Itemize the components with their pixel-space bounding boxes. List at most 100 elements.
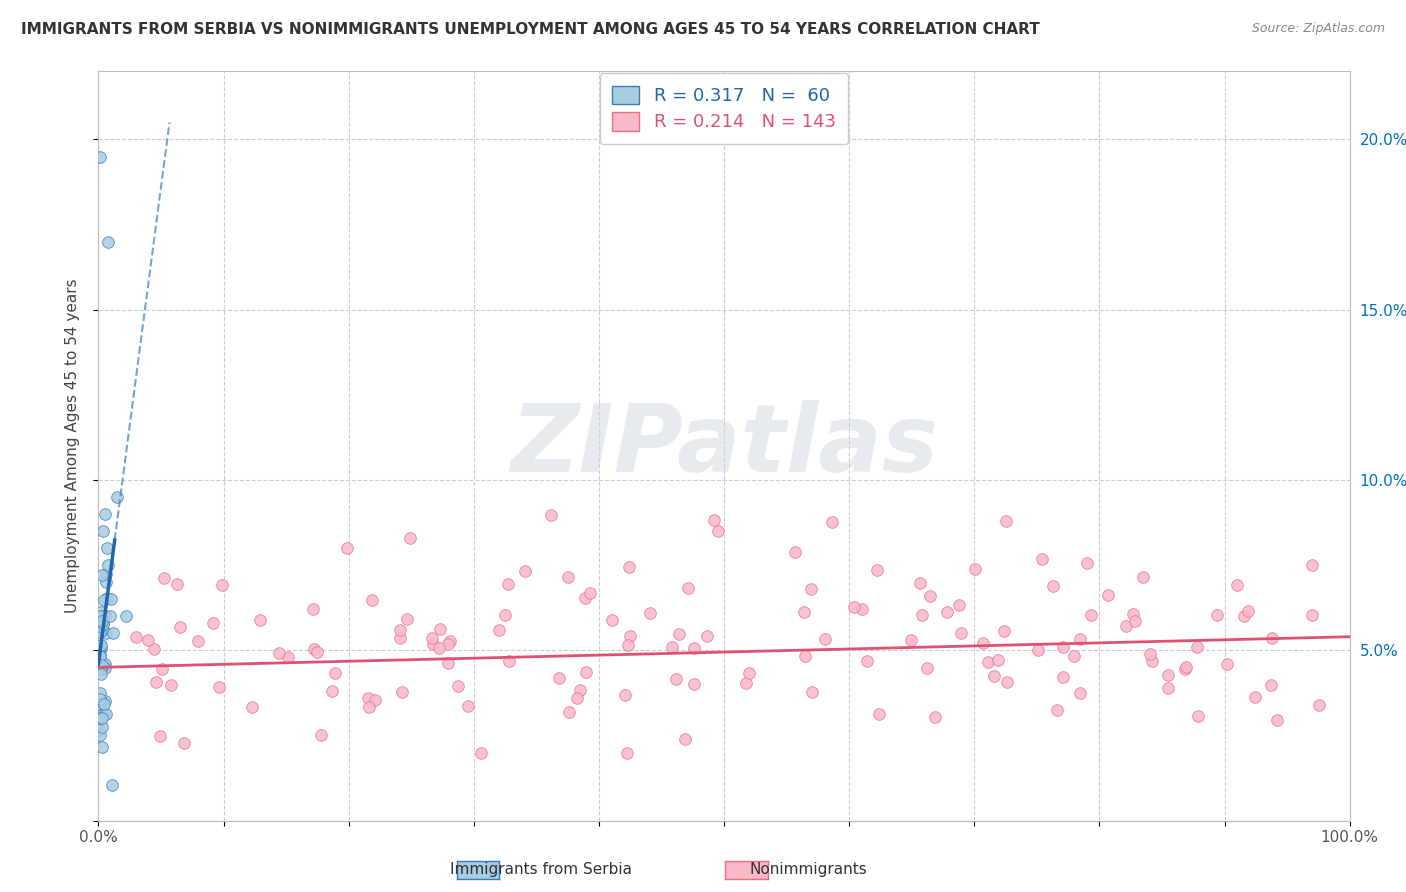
Point [160,678,183,692]
Point [470,746,492,760]
Point [638,606,661,620]
Point [1139,647,1161,661]
Text: ZIPatlas: ZIPatlas [510,400,938,492]
Point [91,609,114,624]
Point [429,622,451,636]
Point [87,616,110,631]
Point [356,691,378,706]
Point [1237,604,1260,618]
Point [211,578,233,592]
Point [1185,640,1208,654]
Point [950,625,973,640]
Point [1140,655,1163,669]
Point [321,683,343,698]
Point [842,599,865,614]
Text: Immigrants from Serbia: Immigrants from Serbia [450,863,633,877]
Point [1232,609,1254,624]
Point [924,710,946,724]
Point [911,607,934,622]
Point [97,235,120,249]
Point [89,618,111,632]
Text: IMMIGRANTS FROM SERBIA VS NONIMMIGRANTS UNEMPLOYMENT AMONG AGES 45 TO 54 YEARS C: IMMIGRANTS FROM SERBIA VS NONIMMIGRANTS … [21,22,1040,37]
Point [91,616,114,631]
Point [738,666,761,681]
Point [900,632,922,647]
Point [90,662,112,676]
Point [1260,678,1282,692]
Point [1046,703,1069,717]
Point [447,679,470,693]
Point [361,592,384,607]
Point [1261,631,1284,645]
Point [87,646,110,660]
Point [1174,662,1197,676]
Point [578,585,600,599]
Point [702,513,724,527]
Point [936,605,959,619]
Point [90,622,112,636]
Point [427,641,450,656]
Point [91,739,114,754]
Point [90,659,112,673]
Point [793,648,815,663]
Point [89,723,111,737]
Point [91,711,114,725]
Point [249,613,271,627]
Point [675,731,697,746]
Point [994,515,1017,529]
Point [793,605,815,619]
Point [574,591,596,605]
Point [396,612,419,626]
Point [89,729,111,743]
Point [93,592,115,607]
Point [972,635,994,649]
Point [569,682,592,697]
Point [101,778,124,792]
Point [1052,670,1074,684]
Point [90,624,112,638]
Point [89,686,111,700]
Point [364,693,387,707]
Point [93,507,115,521]
Point [1026,643,1049,657]
Point [494,608,516,623]
Point [1175,659,1198,673]
Point [201,616,224,631]
Point [616,746,638,760]
Point [565,690,588,705]
Point [89,709,111,723]
Point [267,646,290,660]
Point [558,706,581,720]
Point [90,667,112,681]
Point [89,692,111,706]
Point [98,609,121,624]
Point [436,637,458,651]
Point [145,675,167,690]
Point [668,627,690,641]
Point [600,613,623,627]
Point [240,700,263,714]
Point [915,660,938,674]
Point [1080,607,1102,622]
Point [617,560,640,574]
Point [1115,619,1137,633]
Point [90,641,112,656]
Point [547,671,569,685]
Point [439,633,461,648]
Point [89,643,111,657]
Point [1265,713,1288,727]
Point [90,608,112,623]
Point [496,577,519,591]
Point [1301,608,1323,623]
Point [357,699,380,714]
Point [977,656,1000,670]
Point [785,545,807,559]
Point [149,730,172,744]
Point [323,665,346,680]
Point [557,570,579,584]
Point [1069,686,1091,700]
Point [665,673,688,687]
Point [1076,556,1098,570]
Point [1308,698,1330,712]
Point [1097,589,1119,603]
